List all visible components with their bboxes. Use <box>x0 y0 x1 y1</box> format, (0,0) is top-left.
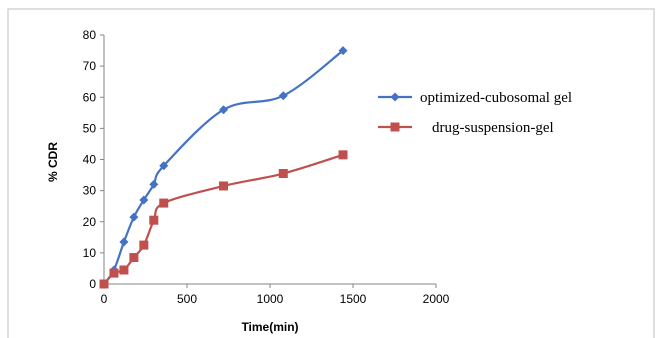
y-tick-label: 10 <box>83 246 97 260</box>
data-point <box>119 265 129 275</box>
x-axis-title: Time(min) <box>241 320 298 334</box>
y-tick-label: 30 <box>83 184 97 198</box>
y-tick-label: 20 <box>83 215 97 229</box>
data-point <box>149 179 159 189</box>
data-point <box>139 240 149 250</box>
data-point <box>159 198 169 208</box>
series-line <box>103 153 344 285</box>
y-axis-title: % CDR <box>46 142 60 182</box>
y-tick-label: 40 <box>83 153 97 167</box>
data-point <box>278 91 288 101</box>
data-point <box>278 169 288 179</box>
legend-label: drug-suspension-gel <box>432 120 554 136</box>
legend-marker <box>390 92 400 102</box>
data-point <box>338 46 348 56</box>
data-point <box>149 215 159 225</box>
axes: 0 10 20 30 40 50 60 70 80 0 500 1000 1500 2000 <box>83 28 450 306</box>
data-point <box>129 212 139 222</box>
y-tick-label: 80 <box>83 28 97 42</box>
data-point <box>219 181 229 191</box>
data-point <box>129 253 139 263</box>
data-point <box>159 161 169 171</box>
data-point <box>219 105 229 115</box>
legend: optimized-cubosomal gel drug-suspension-g… <box>378 90 572 136</box>
y-tick-label: 50 <box>83 121 97 135</box>
chart-border <box>7 8 655 338</box>
x-tick-label: 1500 <box>340 292 367 306</box>
series-2 <box>99 150 348 289</box>
legend-item-1: optimized-cubosomal gel <box>378 90 572 106</box>
legend-label: optimized-cubosomal gel <box>420 90 572 106</box>
data-point <box>119 237 129 247</box>
data-point <box>139 195 149 205</box>
data-point <box>338 150 348 160</box>
series-layer <box>99 46 348 289</box>
legend-item-2: drug-suspension-gel <box>378 120 554 136</box>
data-point <box>99 279 109 289</box>
legend-marker <box>390 122 400 132</box>
data-point <box>109 268 119 278</box>
y-tick-label: 60 <box>83 90 97 104</box>
x-tick-label: 1000 <box>257 292 284 306</box>
y-tick-label: 0 <box>89 277 96 291</box>
x-tick-label: 2000 <box>423 292 450 306</box>
y-tick-label: 70 <box>83 59 97 73</box>
x-tick-label: 500 <box>177 292 197 306</box>
x-tick-label: 0 <box>101 292 108 306</box>
series-line <box>103 49 344 285</box>
